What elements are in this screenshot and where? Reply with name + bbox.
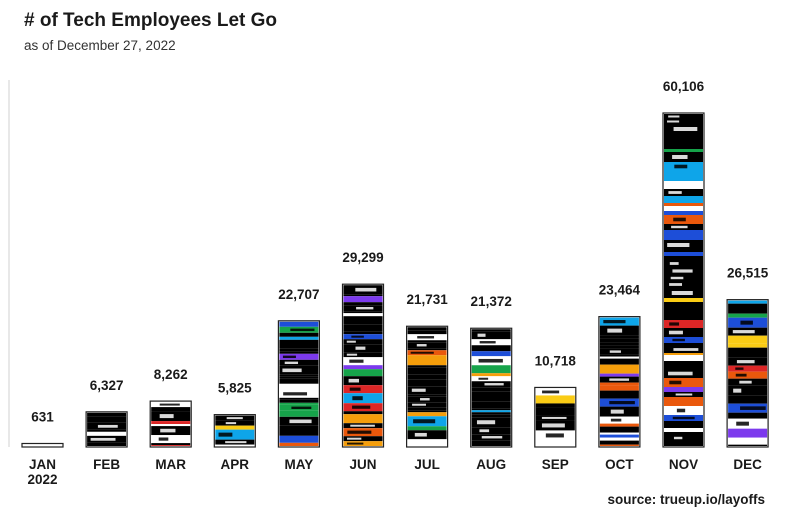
value-label: 21,731 [406,292,448,307]
bar-dec [726,299,769,448]
bar-may [277,320,320,448]
value-label: 631 [31,409,54,424]
value-label: 6,327 [90,378,124,393]
bar-jun [341,283,385,448]
value-label: 10,718 [535,353,577,368]
bar-oct [598,316,641,448]
bar-feb [85,411,128,448]
x-tick-label: SEP [542,457,569,472]
value-label: 29,299 [342,250,383,265]
value-label: 23,464 [599,283,641,298]
bar-mar [149,400,192,448]
x-tick-label: FEB [93,457,120,472]
bar-jan [21,442,64,448]
x-tick-sublabel: 2022 [27,472,57,487]
value-label: 26,515 [727,266,769,281]
value-label: 8,262 [154,367,188,382]
bar-apr [213,414,256,448]
bar-aug [470,327,513,448]
value-labels-group: 631 6,327 8,262 5,825 22,707 29,299 21,731 21,3… [31,79,769,424]
value-label: 60,106 [663,79,705,94]
value-label: 22,707 [278,287,319,302]
x-tick-label: JUL [414,457,440,472]
x-tick-label: APR [221,457,250,472]
x-tick-label: AUG [476,457,506,472]
bar-jul [406,325,449,448]
x-tick-label: MAY [285,457,314,472]
value-label: 5,825 [218,381,252,396]
x-tick-label: MAR [155,457,186,472]
x-tick-label: NOV [669,457,698,472]
chart-title: # of Tech Employees Let Go [24,10,278,31]
bars-group [21,112,769,448]
bar-sep [534,386,577,448]
chart-subtitle: as of December 27, 2022 [24,38,176,53]
bar-nov [662,112,705,448]
value-label: 21,372 [471,294,512,309]
source-note: source: trueup.io/layoffs [607,492,765,507]
x-tick-label: DEC [733,457,762,472]
x-tick-labels-group: JAN FEB MAR APR MAY JUN JUL AUG SEP OCT NOV DEC 2022 [27,457,762,487]
x-tick-label: JAN [29,457,56,472]
x-tick-label: OCT [605,457,634,472]
x-tick-label: JUN [349,457,376,472]
